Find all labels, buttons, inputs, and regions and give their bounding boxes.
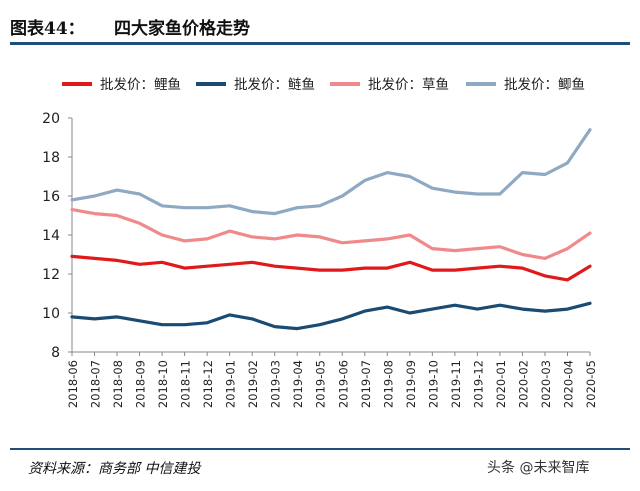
y-tick-label: 20 xyxy=(42,111,60,127)
y-tick-label: 18 xyxy=(42,150,60,166)
x-tick-label: 2018-07 xyxy=(89,360,103,408)
x-tick-label: 2020-02 xyxy=(516,360,530,408)
y-tick-label: 8 xyxy=(51,345,60,361)
legend-label-3: 批发价：草鱼 xyxy=(368,76,449,93)
x-tick-label: 2019-03 xyxy=(269,360,283,408)
legend-label-1: 批发价：鲤鱼 xyxy=(100,76,181,93)
line-chart: 8 10 12 14 16 18 20 2018-06 2018-07 2018-08 2018-0… xyxy=(42,76,598,408)
x-tick-label: 2019-05 xyxy=(314,360,328,408)
x-tick-label: 2019-01 xyxy=(224,360,238,408)
watermark: 头条 @未来智库 xyxy=(487,460,590,476)
x-tick-label: 2019-09 xyxy=(404,360,418,408)
legend-label-4: 批发价：鲫鱼 xyxy=(504,76,585,93)
x-tick-label: 2020-01 xyxy=(494,360,508,408)
series-line-2 xyxy=(70,301,592,331)
source-note: 资料来源：商务部 中信建投 xyxy=(28,461,201,477)
x-tick-label: 2020-05 xyxy=(584,360,598,408)
x-tick-label: 2019-10 xyxy=(426,360,440,408)
x-tick-label: 2020-04 xyxy=(561,360,575,408)
x-tick-label: 2018-10 xyxy=(156,360,170,408)
series-line-1 xyxy=(70,254,592,282)
x-tick-label: 2019-11 xyxy=(449,360,463,408)
chart-title: 四大家鱼价格走势 xyxy=(114,19,250,39)
x-tick-label: 2019-07 xyxy=(359,360,373,408)
y-tick-label: 12 xyxy=(42,267,60,283)
x-tick-label: 2018-06 xyxy=(66,360,80,408)
x-tick-label: 2018-09 xyxy=(134,360,148,408)
series-line-4 xyxy=(70,128,592,216)
x-tick-label: 2019-08 xyxy=(381,360,395,408)
figure-header: 图表44： 四大家鱼价格走势 xyxy=(10,6,630,42)
y-tick-label: 16 xyxy=(42,189,60,205)
figure-label: 图表44： xyxy=(10,19,85,39)
x-tick-label: 2019-06 xyxy=(336,360,350,408)
series-line-3 xyxy=(70,208,592,260)
x-tick-label: 2019-04 xyxy=(291,360,305,408)
y-tick-label: 10 xyxy=(42,306,60,322)
x-tick-label: 2018-11 xyxy=(179,360,193,408)
y-tick-label: 14 xyxy=(42,228,60,244)
x-tick-label: 2019-02 xyxy=(246,360,260,408)
x-tick-label: 2019-12 xyxy=(471,360,485,408)
bottom-rule xyxy=(10,448,630,450)
x-tick-label: 2020-03 xyxy=(539,360,553,408)
x-tick-label: 2018-12 xyxy=(201,360,215,408)
x-tick-label: 2018-08 xyxy=(111,360,125,408)
title-rule xyxy=(10,42,630,45)
legend-label-2: 批发价：鲢鱼 xyxy=(234,76,315,93)
